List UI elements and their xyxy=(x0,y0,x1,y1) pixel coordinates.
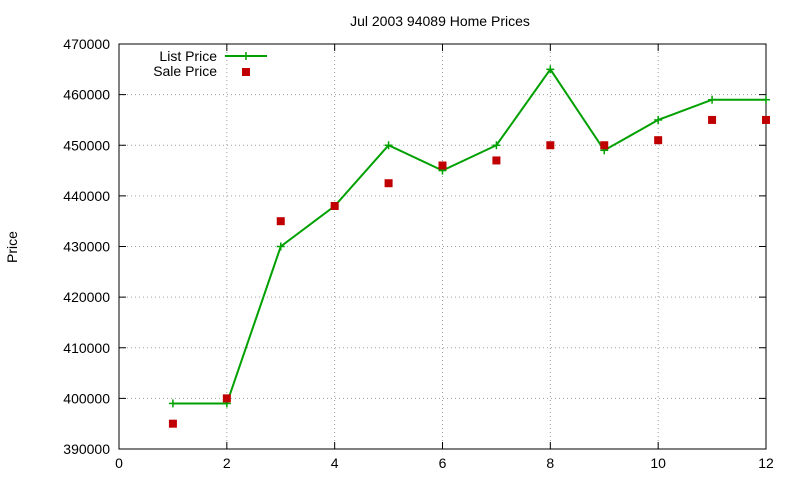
x-tick-label: 6 xyxy=(439,455,447,471)
x-tick-label: 2 xyxy=(223,455,231,471)
list-price-point xyxy=(654,115,663,124)
y-tick-label: 390000 xyxy=(63,441,110,457)
series-sale-price xyxy=(168,115,770,428)
x-tick-label: 8 xyxy=(546,455,554,471)
x-tick-label: 10 xyxy=(650,455,666,471)
list-price-point xyxy=(276,242,285,251)
x-tick-label: 12 xyxy=(758,455,774,471)
sale-price-point xyxy=(384,179,393,188)
legend-label-list-price: List Price xyxy=(159,48,217,64)
sale-price-point xyxy=(330,202,339,210)
list-price-point xyxy=(384,141,393,150)
grid xyxy=(119,44,766,449)
sale-price-point xyxy=(546,141,555,150)
sale-price-point xyxy=(492,156,501,165)
sale-price-point xyxy=(762,115,770,124)
legend-marker-list-price xyxy=(242,52,250,60)
y-tick-label: 420000 xyxy=(63,289,110,305)
series-list-price xyxy=(168,65,770,408)
list-price-point xyxy=(762,95,770,104)
axis-ticks: 0 2 4 6 8 10 12 390000 400000 410000 420000 430000 4… xyxy=(63,36,774,471)
y-tick-label: 440000 xyxy=(63,188,110,204)
y-tick-label: 410000 xyxy=(63,340,110,356)
y-tick-label: 460000 xyxy=(63,87,110,103)
sale-price-point xyxy=(222,394,231,403)
y-tick-label: 450000 xyxy=(63,137,110,153)
legend: List Price Sale Price xyxy=(153,48,267,79)
sale-price-point xyxy=(708,115,717,124)
legend-marker-sale-price xyxy=(242,68,250,76)
y-axis-label: Price xyxy=(4,231,20,263)
list-price-point xyxy=(708,95,717,104)
x-tick-label: 0 xyxy=(115,455,123,471)
sale-price-point xyxy=(438,161,447,170)
legend-label-sale-price: Sale Price xyxy=(153,63,217,79)
series xyxy=(168,65,770,428)
x-tick-label: 4 xyxy=(331,455,339,471)
list-price-line xyxy=(172,67,766,405)
chart-title: Jul 2003 94089 Home Prices xyxy=(350,13,530,29)
sale-price-point xyxy=(276,217,285,226)
sale-price-point xyxy=(654,136,663,145)
y-tick-label: 470000 xyxy=(63,36,110,52)
y-tick-label: 430000 xyxy=(63,239,110,255)
sale-price-point xyxy=(168,419,177,428)
list-price-point xyxy=(546,65,555,74)
sale-price-point xyxy=(600,141,609,150)
y-tick-label: 400000 xyxy=(63,390,110,406)
list-price-point xyxy=(168,399,177,408)
list-price-point xyxy=(492,141,501,150)
